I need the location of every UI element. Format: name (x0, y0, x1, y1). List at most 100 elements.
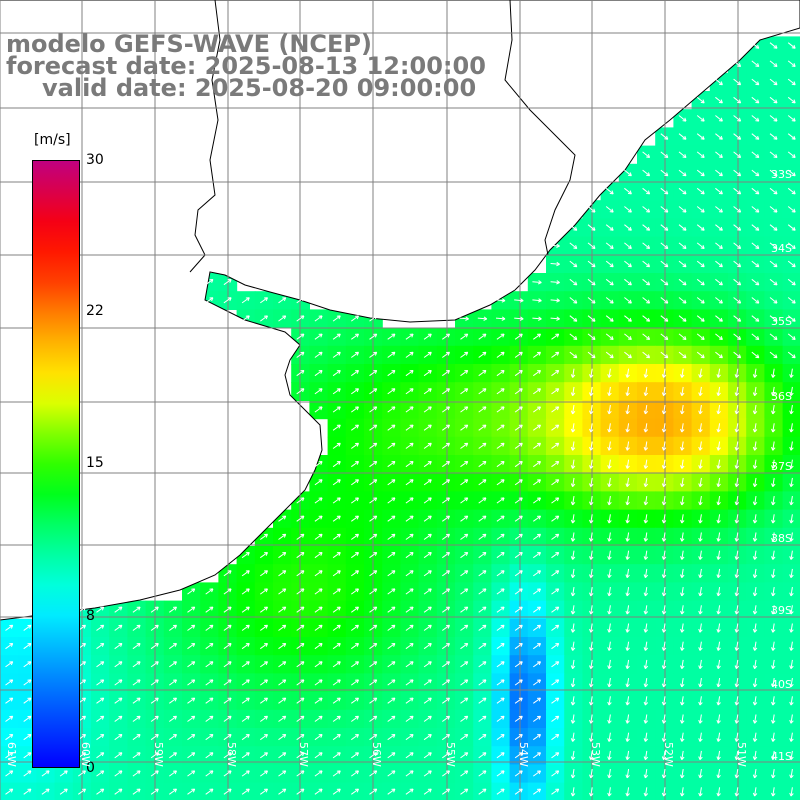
wind-arrow (351, 643, 359, 650)
wind-arrow (716, 678, 721, 688)
wind-arrow (405, 406, 414, 413)
wind-arrow (423, 570, 432, 577)
wind-arrow (607, 514, 612, 524)
wind-arrow (751, 60, 760, 67)
wind-arrow (369, 333, 378, 340)
wind-arrow (23, 661, 32, 668)
wind-arrow (241, 570, 250, 577)
wind-arrow (332, 606, 341, 613)
wind-arrow (241, 697, 250, 704)
wind-arrow (643, 441, 649, 451)
wind-arrow (787, 187, 796, 195)
wind-arrow (314, 624, 323, 631)
wind-arrow (752, 368, 758, 378)
wind-arrow (769, 260, 778, 268)
wind-arrow (533, 497, 541, 504)
wind-arrow (733, 333, 742, 340)
wind-arrow (733, 260, 742, 268)
wind-arrow (678, 297, 687, 304)
wind-arrow (715, 224, 723, 231)
wind-arrow (478, 679, 487, 686)
lon-label: 54W (517, 742, 530, 767)
wind-arrow (405, 333, 414, 340)
wind-arrow (570, 659, 576, 670)
wind-arrow (789, 514, 794, 524)
wind-arrow (587, 260, 596, 268)
wind-arrow (716, 459, 721, 469)
wind-arrow (314, 351, 323, 358)
wind-arrow (570, 514, 576, 524)
wind-arrow (751, 351, 760, 359)
wind-arrow (625, 477, 630, 488)
wind-arrow (150, 679, 159, 686)
wind-arrow (442, 479, 450, 486)
wind-arrow (351, 661, 359, 668)
wind-arrow (624, 278, 632, 286)
lat-label: 35S (771, 315, 792, 328)
wind-arrow (715, 133, 723, 140)
wind-arrow (460, 570, 469, 577)
wind-arrow (296, 552, 305, 559)
wind-arrow (169, 606, 177, 613)
wind-arrow (533, 624, 541, 631)
wind-arrow (680, 386, 685, 397)
wind-arrow (771, 587, 776, 597)
wind-arrow (551, 515, 560, 522)
wind-arrow (769, 351, 778, 359)
wind-arrow (296, 388, 305, 395)
wind-arrow (734, 587, 740, 597)
wind-arrow (715, 260, 723, 268)
wind-arrow (532, 316, 542, 321)
wind-arrow (205, 297, 214, 304)
wind-arrow (369, 661, 378, 668)
wind-arrow (734, 477, 740, 488)
wind-arrow (570, 568, 576, 579)
wind-arrow (514, 424, 523, 431)
wind-arrow (387, 515, 396, 522)
wind-arrow (624, 333, 632, 340)
wind-arrow (734, 550, 740, 560)
wind-arrow (296, 315, 305, 322)
wind-arrow (551, 370, 560, 377)
wind-arrow (332, 424, 341, 431)
wind-arrow (570, 368, 576, 378)
wind-arrow (551, 461, 560, 468)
wind-arrow (715, 78, 723, 86)
land-mask (0, 0, 800, 621)
wind-arrow (442, 606, 450, 613)
wind-arrow (496, 497, 505, 504)
wind-arrow (715, 297, 723, 304)
wind-arrow (296, 697, 305, 704)
wind-arrow (589, 568, 594, 579)
wind-arrow (205, 697, 214, 704)
wind-arrow (769, 206, 778, 213)
wind-arrow (589, 532, 594, 542)
wind-arrow (369, 533, 378, 540)
wind-arrow (387, 479, 396, 486)
wind-arrow (278, 661, 287, 668)
wind-arrow (551, 388, 560, 395)
wind-arrow (643, 659, 649, 670)
wind-arrow (351, 552, 359, 559)
wind-arrow (514, 479, 523, 486)
wind-arrow (643, 641, 649, 651)
wind-arrow (660, 242, 669, 249)
wind-arrow (205, 279, 214, 286)
wind-arrow (423, 679, 432, 686)
wind-arrow (551, 624, 560, 631)
lat-label: 38S (771, 532, 792, 545)
wind-arrow (533, 442, 541, 449)
wind-arrow (733, 315, 742, 322)
wind-arrow (533, 570, 541, 577)
wind-arrow (187, 624, 196, 631)
wind-arrow (460, 388, 469, 395)
wind-arrow (787, 278, 796, 286)
wind-arrow (478, 515, 487, 522)
wind-arrow (478, 661, 487, 668)
wind-arrow (696, 351, 705, 359)
wind-arrow (789, 405, 794, 415)
wind-arrow (241, 643, 250, 650)
wind-arrow (533, 461, 541, 468)
wind-arrow (314, 643, 323, 650)
wind-arrow (607, 696, 612, 706)
